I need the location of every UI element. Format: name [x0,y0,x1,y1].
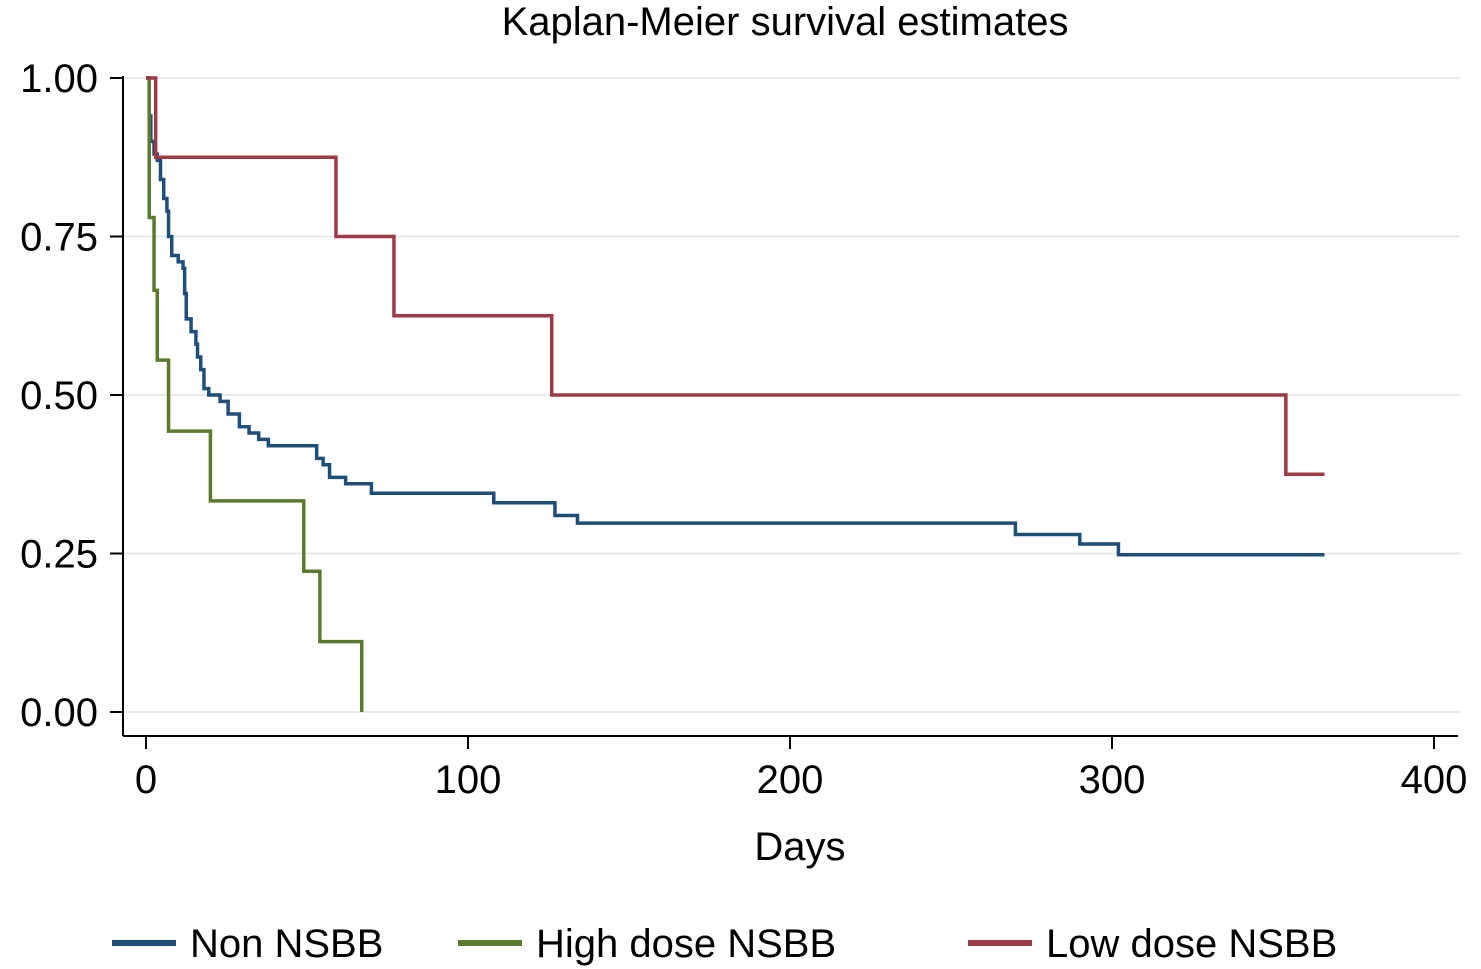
y-tick-label-3: 0.75 [20,216,98,260]
x-tick-label-2: 200 [757,758,824,802]
x-tick-label-4: 400 [1401,758,1468,802]
series-line-high-dose-nsbb [146,76,364,712]
series-line-non-nsbb [146,76,1325,557]
chart-title: Kaplan-Meier survival estimates [502,0,1069,44]
series-line-low-dose-nsbb [146,76,1325,476]
x-tick-label-0: 0 [135,758,157,802]
legend-label-2: Low dose NSBB [1046,922,1337,966]
legend-label-1: High dose NSBB [536,922,836,966]
x-axis-label: Days [754,825,845,869]
axes: 0.00 0.25 0.50 0.75 1.00 0 100 200 300 400 [20,57,1467,802]
y-tick-label-1: 0.25 [20,533,98,577]
legend-label-0: Non NSBB [190,922,383,966]
x-tick-label-1: 100 [435,758,502,802]
y-ticks: 0.00 0.25 0.50 0.75 1.00 [20,57,123,735]
legend: Non NSBB High dose NSBB Low dose NSBB [112,922,1337,966]
x-tick-label-3: 300 [1079,758,1146,802]
y-tick-label-0: 0.00 [20,691,98,735]
y-tick-label-4: 1.00 [20,57,98,101]
series-layer [146,76,1325,712]
y-tick-label-2: 0.50 [20,374,98,418]
x-ticks: 0 100 200 300 400 [135,736,1468,802]
